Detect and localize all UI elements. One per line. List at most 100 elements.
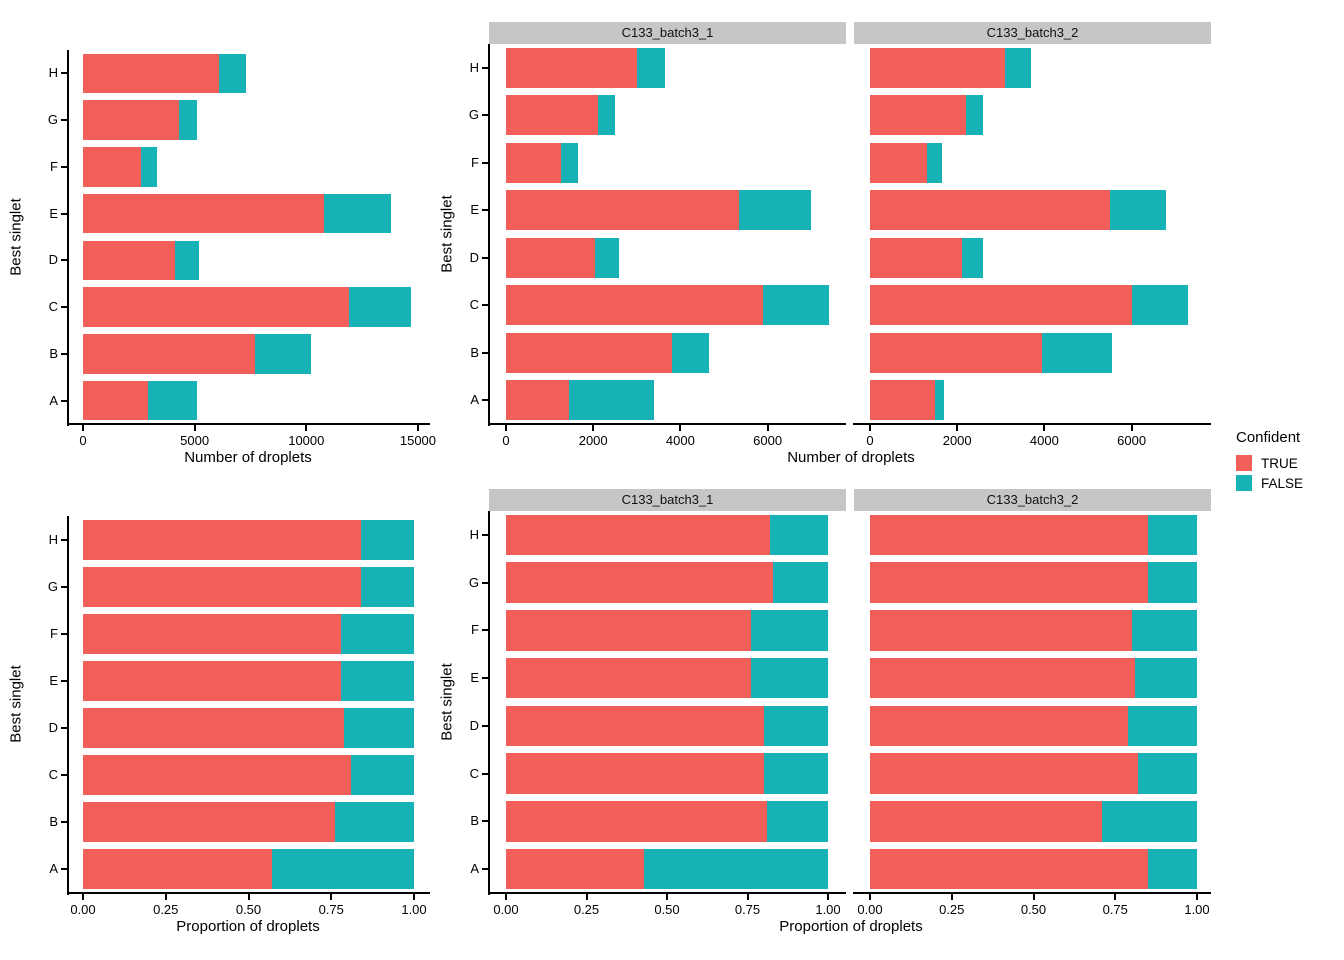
x-tick-label: 0.25 [939, 902, 965, 917]
bar-F-false [341, 613, 414, 654]
y-tick-label: A [470, 861, 479, 877]
y-tick-label: A [49, 392, 58, 408]
x-axis-title-prop-overall: Proportion of droplets [176, 918, 320, 935]
y-tick [61, 352, 67, 355]
y-tick-label: E [470, 202, 479, 218]
x-tick-label: 0 [866, 433, 874, 448]
bar-B-true [83, 334, 255, 374]
x-tick [305, 425, 308, 431]
y-tick-label: E [470, 670, 479, 686]
bar-H-true [506, 514, 771, 556]
bar-B-true [506, 332, 672, 373]
x-axis-line [67, 892, 430, 894]
y-tick [61, 868, 67, 871]
y-tick-label: F [471, 622, 479, 638]
y-tick [482, 304, 488, 307]
bar-E-true [83, 193, 325, 234]
x-tick [193, 425, 196, 431]
x-tick [82, 894, 84, 900]
bar-H-true [506, 47, 637, 88]
bar-G-true [506, 95, 598, 136]
x-tick-label: 0 [502, 433, 510, 448]
x-tick-label: 6000 [753, 433, 783, 448]
bar-F-false [926, 142, 942, 183]
x-tick [1114, 894, 1117, 900]
bar-C-true [506, 285, 764, 326]
bar-G-false [965, 95, 984, 136]
x-tick-label: 0.00 [857, 902, 883, 917]
bar-C-false [348, 287, 412, 327]
y-tick [482, 209, 488, 212]
bar-B-false [1042, 332, 1112, 373]
y-tick [482, 66, 488, 69]
x-tick [1032, 894, 1035, 900]
y-tick [482, 256, 488, 259]
bar-H-false [361, 519, 414, 560]
x-tick-label: 5000 [180, 433, 210, 448]
bar-C-false [1131, 285, 1189, 326]
legend-title: Confident [1236, 429, 1301, 446]
bar-D-false [595, 237, 620, 278]
bar-H-false [1147, 514, 1197, 556]
bar-E-false [1109, 190, 1167, 231]
x-tick [746, 894, 749, 900]
y-tick-label: F [471, 154, 479, 170]
bar-H-false [770, 514, 828, 556]
bar-F-true [506, 610, 751, 651]
legend-label-false: FALSE [1261, 475, 1304, 491]
x-tick [416, 425, 419, 431]
legend-item-false: FALSE [1236, 475, 1303, 491]
bar-G-false [1147, 562, 1197, 603]
x-tick [592, 425, 595, 431]
x-tick-label: 0.25 [153, 902, 179, 917]
bar-F-true [870, 610, 1132, 651]
y-tick-label: F [50, 625, 58, 641]
y-tick-label: D [469, 717, 479, 733]
bar-G-false [361, 566, 414, 607]
bar-B-true [506, 801, 767, 842]
bar-E-true [870, 657, 1135, 699]
bar-G-true [83, 100, 180, 140]
x-tick [330, 894, 333, 900]
bar-C-true [870, 285, 1132, 326]
y-tick-label: H [469, 526, 479, 542]
bar-C-false [763, 285, 829, 326]
x-tick-label: 0.50 [1020, 902, 1047, 917]
y-tick [61, 774, 67, 777]
bar-F-true [83, 147, 142, 187]
x-tick [827, 894, 829, 900]
bar-D-true [83, 240, 175, 281]
y-tick-label: G [468, 574, 479, 590]
bar-A-false [1147, 848, 1197, 890]
bar-D-false [961, 237, 984, 278]
x-tick [766, 425, 769, 431]
y-tick-label: G [468, 107, 479, 123]
x-axis-line [488, 892, 846, 894]
x-axis-line [853, 892, 1211, 894]
x-tick [869, 425, 871, 431]
y-tick-label: H [469, 59, 479, 75]
bar-E-true [83, 660, 342, 701]
bar-F-false [750, 610, 828, 651]
bar-C-true [870, 753, 1139, 794]
x-tick-label: 0.75 [734, 902, 761, 917]
bar-A-false [271, 849, 414, 890]
y-tick [482, 399, 488, 402]
y-tick-label: D [48, 720, 58, 736]
x-axis-title-counts-overall: Number of droplets [184, 449, 312, 466]
x-tick [1196, 894, 1198, 900]
bar-H-true [870, 47, 1006, 88]
x-tick-label: 0.25 [573, 902, 600, 917]
y-axis-line [488, 511, 490, 895]
x-axis-line [853, 423, 1211, 425]
x-tick-label: 4000 [665, 433, 695, 448]
bar-C-false [763, 753, 828, 794]
bar-G-true [870, 562, 1148, 603]
bar-B-true [870, 801, 1103, 842]
bar-C-false [1138, 753, 1197, 794]
legend: Confident TRUE FALSE [1236, 429, 1303, 495]
x-tick [164, 894, 167, 900]
y-tick [61, 538, 67, 541]
bar-H-true [870, 514, 1148, 556]
y-tick [61, 821, 67, 824]
